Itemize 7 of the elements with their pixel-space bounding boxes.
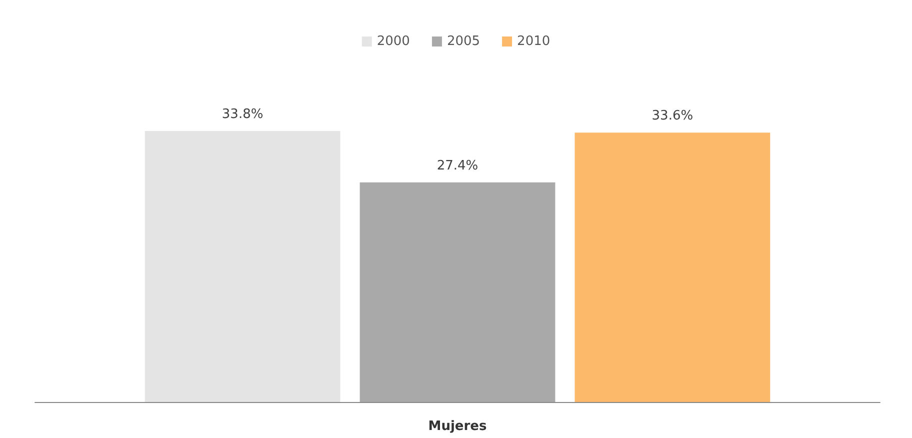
data-label: 27.4% [436, 158, 478, 174]
legend-label: 2005 [446, 34, 480, 49]
x-axis-title: Mujeres [428, 419, 487, 434]
legend-label: 2010 [517, 34, 550, 49]
data-label: 33.6% [652, 108, 694, 124]
legend-label: 2000 [376, 34, 410, 49]
data-label: 33.8% [222, 107, 264, 122]
